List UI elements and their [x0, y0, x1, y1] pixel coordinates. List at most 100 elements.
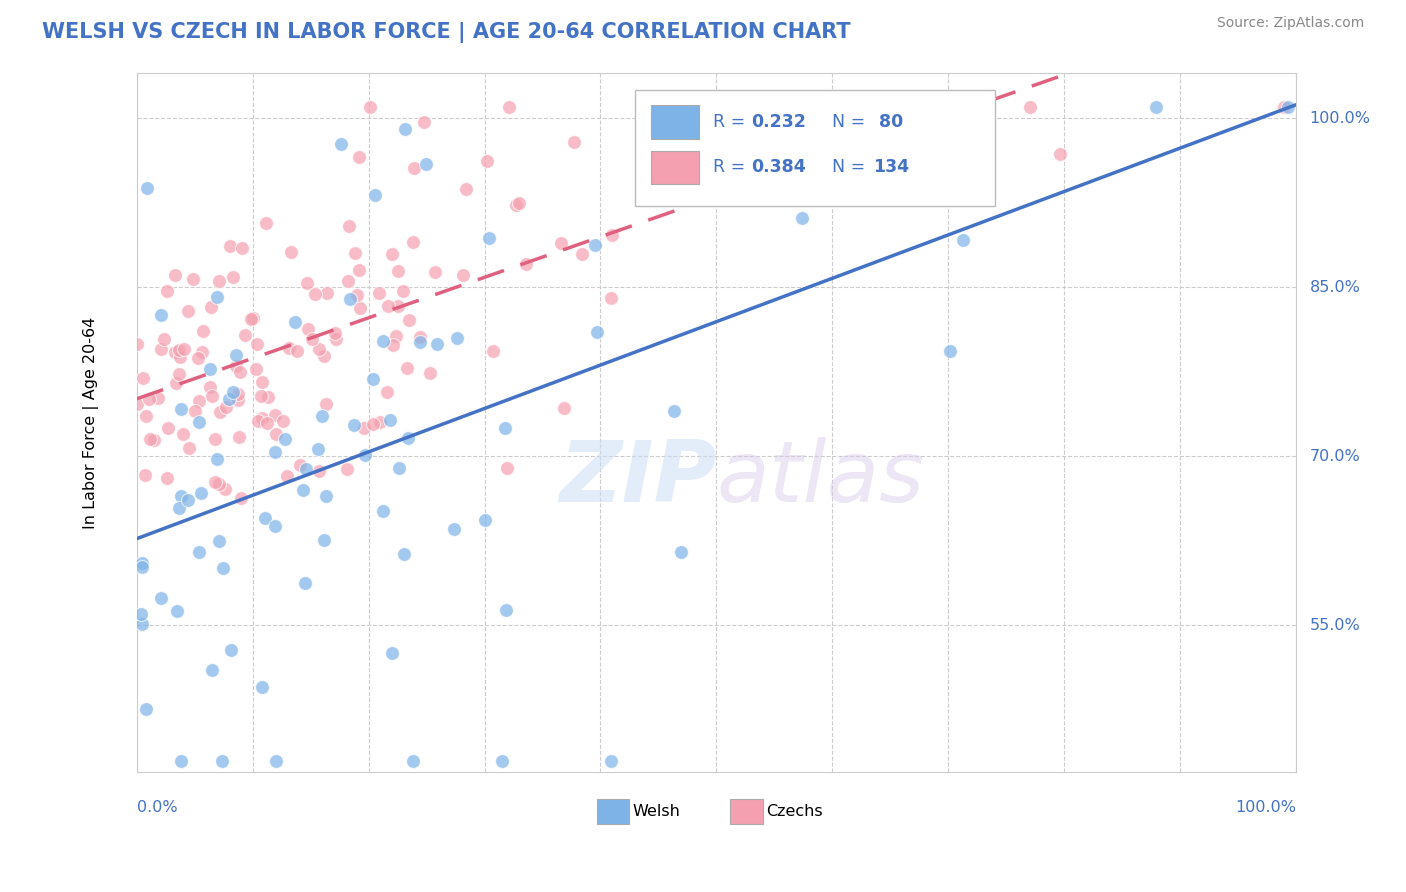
Point: [127, 397, 149, 411]
Point: [209, 404, 232, 418]
Point: [344, 246, 367, 260]
Point: [169, 367, 191, 381]
Text: 0.0%: 0.0%: [136, 800, 177, 815]
Point: [263, 518, 285, 533]
Point: [207, 534, 229, 549]
Point: [181, 271, 204, 285]
Point: [264, 408, 287, 422]
Point: [394, 122, 416, 136]
Point: [553, 401, 575, 416]
Point: [337, 219, 360, 233]
Point: [246, 414, 269, 428]
Point: [150, 342, 173, 356]
Text: 0.384: 0.384: [751, 159, 806, 177]
Point: [218, 392, 240, 406]
Point: [167, 500, 190, 515]
Point: [398, 431, 420, 445]
Text: 100.0%: 100.0%: [1234, 800, 1296, 815]
Point: [264, 754, 287, 768]
Point: [177, 303, 200, 318]
Point: [359, 100, 381, 114]
Point: [246, 336, 269, 351]
Point: [323, 326, 346, 340]
Point: [276, 469, 298, 483]
Point: [254, 216, 277, 230]
Point: [371, 504, 394, 518]
Point: [190, 345, 212, 359]
Point: [156, 471, 179, 485]
Text: R =: R =: [713, 113, 751, 131]
Point: [398, 313, 420, 327]
Point: [139, 432, 162, 446]
Text: N =: N =: [832, 159, 870, 177]
Point: [495, 460, 517, 475]
Point: [131, 617, 153, 632]
Point: [131, 560, 153, 574]
Point: [388, 461, 411, 475]
Point: [165, 376, 187, 391]
Point: [824, 157, 846, 171]
Point: [231, 491, 253, 505]
Text: Source: ZipAtlas.com: Source: ZipAtlas.com: [1216, 16, 1364, 30]
Point: [250, 410, 273, 425]
Point: [426, 336, 449, 351]
Point: [200, 362, 222, 376]
Point: [211, 561, 233, 575]
Point: [201, 663, 224, 677]
Point: [280, 244, 302, 259]
Point: [295, 276, 318, 290]
Point: [664, 404, 686, 418]
Text: Czechs: Czechs: [766, 805, 823, 820]
Point: [188, 393, 211, 408]
Text: In Labor Force | Age 20-64: In Labor Force | Age 20-64: [83, 317, 98, 529]
Point: [600, 227, 623, 242]
Text: 100.0%: 100.0%: [1310, 111, 1371, 126]
Point: [1272, 100, 1295, 114]
Point: [381, 337, 404, 351]
Point: [311, 409, 333, 424]
Point: [349, 301, 371, 315]
Point: [585, 325, 607, 339]
Point: [368, 285, 391, 300]
Point: [231, 241, 253, 255]
Point: [135, 702, 157, 716]
Point: [361, 372, 384, 386]
Point: [423, 265, 446, 279]
Point: [214, 483, 236, 497]
Point: [1144, 100, 1167, 114]
Point: [404, 161, 426, 176]
Point: [375, 384, 398, 399]
Point: [170, 754, 193, 768]
Point: [163, 268, 186, 282]
Point: [474, 514, 496, 528]
Point: [751, 174, 773, 188]
Point: [482, 343, 505, 358]
Point: [308, 342, 330, 356]
Point: [495, 603, 517, 617]
Point: [221, 270, 243, 285]
Point: [562, 135, 585, 149]
Point: [364, 187, 387, 202]
Point: [222, 384, 245, 399]
Point: [135, 409, 157, 423]
Point: [172, 427, 194, 442]
Point: [169, 350, 191, 364]
Point: [387, 264, 409, 278]
Point: [219, 643, 242, 657]
Point: [170, 401, 193, 416]
Point: [233, 328, 256, 343]
Point: [475, 153, 498, 168]
Point: [226, 392, 249, 407]
Point: [264, 427, 287, 442]
Point: [208, 274, 231, 288]
Point: [451, 268, 474, 282]
Point: [508, 196, 530, 211]
Point: [131, 557, 153, 571]
Point: [419, 366, 441, 380]
Point: [187, 415, 209, 429]
Point: [353, 421, 375, 435]
Point: [408, 334, 430, 349]
Point: [315, 397, 337, 411]
Point: [391, 284, 413, 298]
Point: [330, 137, 353, 152]
